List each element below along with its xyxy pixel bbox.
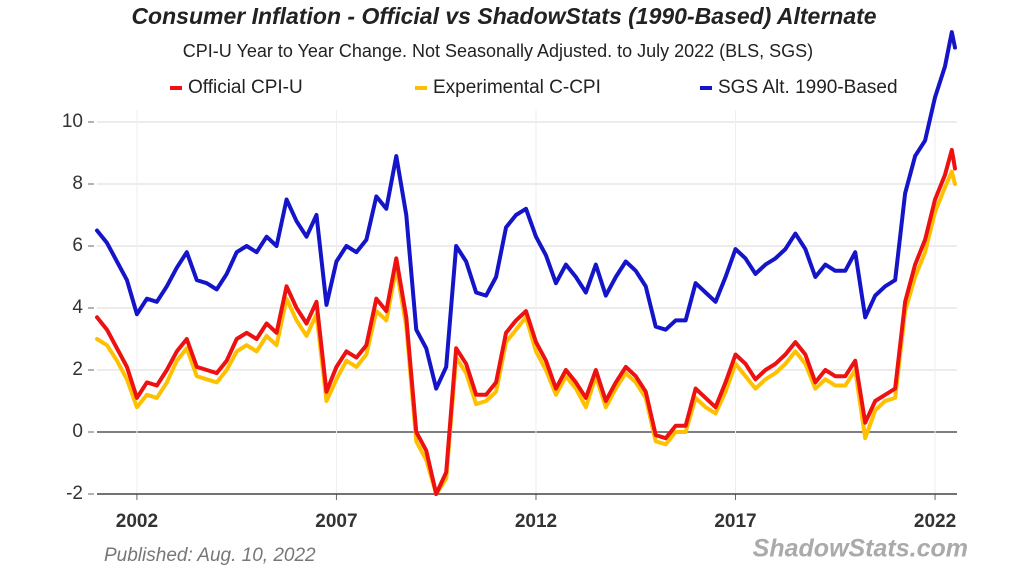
y-tick-label: 2 <box>72 359 83 380</box>
x-tick-label: 2007 <box>315 511 357 532</box>
legend-label: SGS Alt. 1990-Based <box>718 77 898 98</box>
chart-title: Consumer Inflation - Official vs ShadowS… <box>131 3 876 29</box>
y-tick-label: 6 <box>72 235 83 256</box>
source-note: Published: Aug. 10, 2022 <box>104 545 316 566</box>
x-tick-label: 2017 <box>714 511 756 532</box>
x-tick-label: 2012 <box>515 511 557 532</box>
watermark: ShadowStats.com <box>753 535 968 563</box>
series-line <box>95 30 957 391</box>
y-tick-label: 10 <box>62 111 83 132</box>
series-line <box>95 147 957 496</box>
legend-label: Experimental C-CPI <box>433 77 601 98</box>
x-tick-label: 2002 <box>116 511 158 532</box>
y-tick-label: 0 <box>72 421 83 442</box>
y-tick-label: 4 <box>72 297 83 318</box>
chart-subtitle: CPI-U Year to Year Change. Not Seasonall… <box>183 41 813 61</box>
series-line <box>95 169 957 496</box>
y-tick-label: 8 <box>72 173 83 194</box>
y-tick-label: -2 <box>66 483 83 504</box>
legend-label: Official CPI-U <box>188 77 303 98</box>
x-tick-label: 2022 <box>914 511 956 532</box>
